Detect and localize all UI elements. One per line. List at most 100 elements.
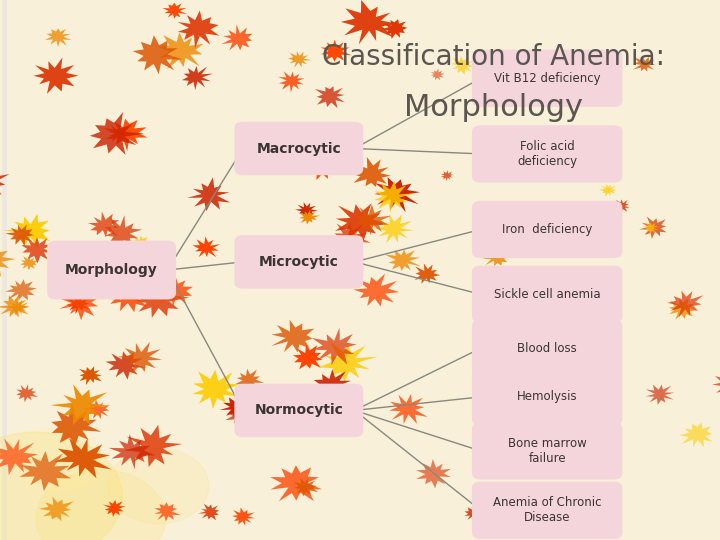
FancyBboxPatch shape [472, 482, 622, 539]
Text: Macrocytic: Macrocytic [256, 141, 341, 156]
Bar [1, 0, 4, 540]
Bar [1, 0, 4, 540]
Polygon shape [374, 177, 420, 212]
Bar [1, 0, 4, 540]
Polygon shape [278, 71, 305, 92]
Bar [1, 0, 4, 540]
FancyBboxPatch shape [234, 383, 363, 437]
Bar [0, 0, 4, 540]
Bar [4, 0, 7, 540]
Bar [2, 0, 6, 540]
Bar [1, 0, 4, 540]
Polygon shape [19, 451, 71, 491]
Polygon shape [20, 256, 39, 271]
Bar [3, 0, 6, 540]
Bar [1, 0, 4, 540]
Polygon shape [154, 276, 193, 307]
Polygon shape [679, 423, 713, 447]
Bar [1, 0, 4, 540]
Bar [1, 0, 5, 540]
Bar [1, 0, 4, 540]
Polygon shape [39, 496, 74, 521]
Bar [1, 0, 5, 540]
Bar [4, 0, 7, 540]
Text: Microcytic: Microcytic [259, 255, 338, 269]
Bar [4, 0, 7, 540]
Bar [1, 0, 5, 540]
Polygon shape [431, 69, 444, 80]
Bar [1, 0, 5, 540]
Bar [1, 0, 4, 540]
Bar [1, 0, 4, 540]
Bar [1, 0, 5, 540]
Polygon shape [5, 225, 34, 246]
Text: Sickle cell anemia: Sickle cell anemia [494, 288, 600, 301]
Polygon shape [320, 39, 351, 62]
Text: Bone marrow
failure: Bone marrow failure [508, 437, 587, 465]
Polygon shape [54, 438, 112, 478]
Bar [0, 0, 4, 540]
Bar [1, 0, 4, 540]
Polygon shape [50, 384, 109, 426]
Bar [0, 0, 4, 540]
Bar [3, 0, 6, 540]
Polygon shape [514, 354, 547, 378]
Bar [3, 0, 6, 540]
Bar [1, 0, 5, 540]
Bar [2, 0, 6, 540]
Circle shape [14, 427, 101, 491]
Polygon shape [163, 3, 187, 19]
Polygon shape [90, 112, 145, 155]
Polygon shape [107, 123, 132, 143]
Bar [1, 0, 5, 540]
FancyBboxPatch shape [234, 235, 363, 288]
Bar [4, 0, 7, 540]
Bar [1, 0, 4, 540]
FancyBboxPatch shape [472, 422, 622, 480]
Bar [1, 0, 5, 540]
Text: Iron  deficiency: Iron deficiency [502, 223, 593, 236]
FancyBboxPatch shape [48, 241, 176, 299]
Polygon shape [567, 373, 590, 391]
Bar [4, 0, 7, 540]
Polygon shape [271, 320, 315, 353]
Bar [3, 0, 6, 540]
Bar [4, 0, 7, 540]
Bar [2, 0, 6, 540]
Bar [1, 0, 4, 540]
Polygon shape [293, 345, 323, 369]
Polygon shape [17, 384, 38, 402]
Bar [2, 0, 6, 540]
Bar [2, 0, 6, 540]
Text: Hemolysis: Hemolysis [517, 390, 577, 403]
Bar [0, 0, 4, 540]
Bar [0, 0, 4, 540]
Text: Morphology: Morphology [66, 263, 158, 277]
Polygon shape [577, 512, 593, 527]
Polygon shape [124, 425, 182, 467]
Polygon shape [614, 199, 629, 212]
Bar [1, 0, 5, 540]
Polygon shape [451, 56, 476, 75]
Bar [1, 0, 5, 540]
Polygon shape [220, 396, 251, 418]
Bar [1, 0, 5, 540]
Bar [1, 0, 4, 540]
Polygon shape [157, 32, 203, 69]
Polygon shape [304, 151, 338, 180]
Polygon shape [103, 500, 125, 517]
Bar [1, 0, 6, 540]
Polygon shape [667, 291, 703, 318]
Polygon shape [103, 119, 147, 151]
Polygon shape [441, 170, 453, 181]
Bar [1, 0, 4, 540]
Bar [3, 0, 6, 540]
Bar [4, 0, 7, 540]
Polygon shape [79, 366, 102, 385]
Bar [1, 0, 5, 540]
Bar [1, 0, 4, 540]
Polygon shape [0, 438, 37, 475]
Bar [3, 0, 6, 540]
Bar [2, 0, 6, 540]
Bar [2, 0, 6, 540]
